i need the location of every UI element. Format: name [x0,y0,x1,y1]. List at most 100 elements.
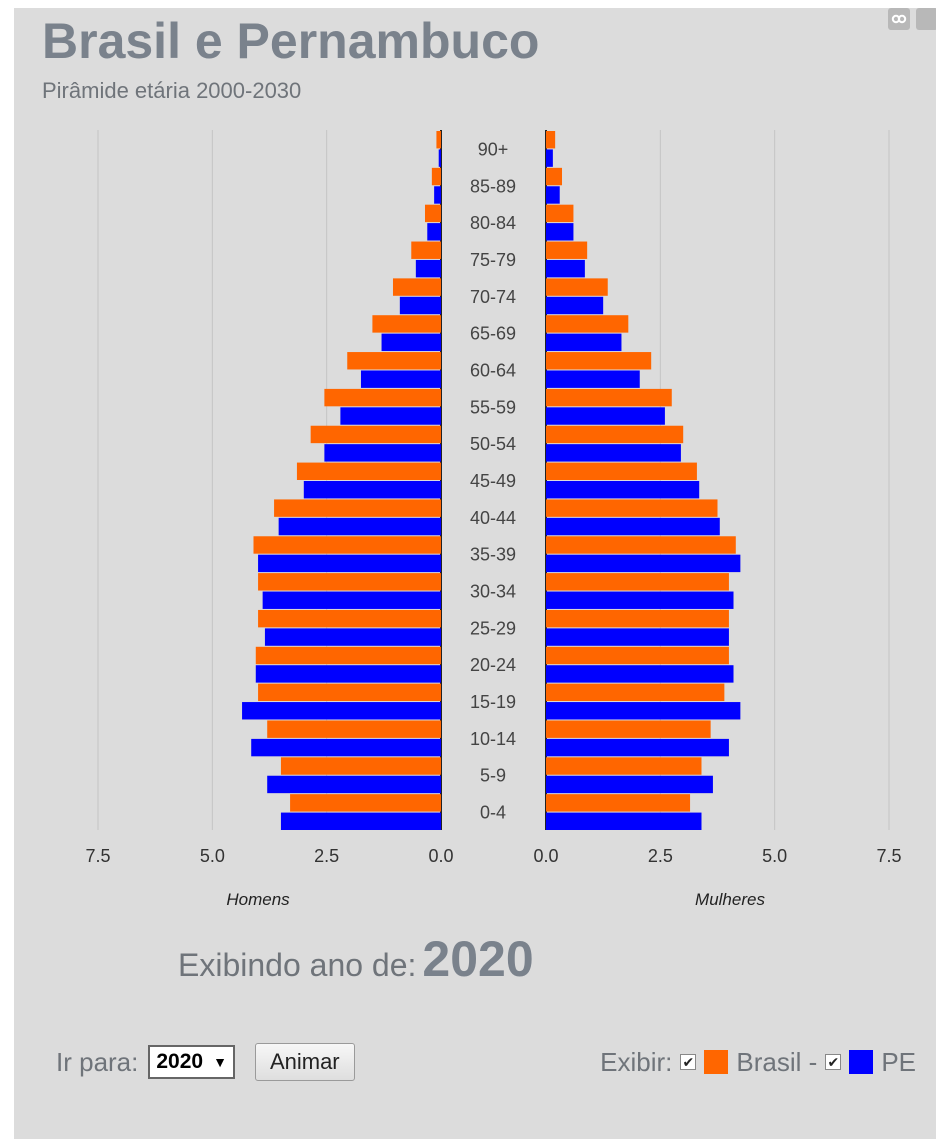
male-brasil-bar [310,425,441,444]
male-pe-bar [242,702,441,720]
female-brasil-bar [546,573,729,591]
population-pyramid-chart: 7.5 5.0 2.5 0.0 0.0 2.5 5.0 7.5 90+ 85-89 80-84 75-… [85,130,902,909]
female-pe-bar [546,407,665,425]
age-group-label: 20-24 [470,655,516,675]
age-group-label: 40-44 [470,508,516,528]
male-brasil-bar [324,388,441,407]
page-title: Brasil e Pernambuco [42,13,540,69]
male-brasil-bar [255,646,441,665]
female-pe-bar [546,775,713,794]
animate-button[interactable]: Animar [254,1043,355,1081]
female-brasil-bar [546,167,563,186]
female-brasil-bar [546,683,725,702]
pe-swatch [849,1050,874,1074]
male-pe-bar [427,223,441,241]
male-brasil-bar [258,609,441,628]
male-brasil-bar [347,352,441,370]
age-group-label: 85-89 [470,176,516,196]
female-brasil-bar [546,757,702,775]
female-brasil-bar [546,462,697,480]
female-pe-bar [546,223,574,241]
female-pe-bar [546,702,741,720]
age-group-label: 90+ [478,139,509,159]
male-brasil-bar [296,462,441,480]
female-pe-bar [546,738,729,757]
age-group-label: 5-9 [480,766,506,786]
left-tick-label: 5.0 [200,846,225,866]
male-pe-bar [267,775,441,794]
male-brasil-bar [431,167,441,186]
right-tick-label: 5.0 [762,846,787,866]
male-pe-bar [255,665,441,683]
male-pe-bar [280,812,441,830]
age-group-label: 10-14 [470,729,516,749]
age-group-label: 80-84 [470,213,516,233]
left-tick-label: 2.5 [314,846,339,866]
age-group-label: 30-34 [470,582,516,602]
age-group-label: 70-74 [470,287,516,307]
page-subtitle: Pirâmide etária 2000-2030 [42,78,302,103]
age-group-label: 60-64 [470,360,516,380]
female-pe-bar [546,149,553,167]
year-display: Exibindo ano de: 2020 [178,930,534,988]
brasil-legend-label: Brasil - [736,1046,818,1077]
female-pe-bar [546,812,702,830]
share-icon[interactable] [916,8,936,30]
male-pe-bar [360,370,441,388]
female-pe-bar [546,517,720,536]
male-brasil-bar [411,241,441,259]
brasil-checkbox[interactable]: ✔ [680,1054,697,1070]
female-brasil-bar [546,536,736,554]
year-select[interactable]: 2020 ▼ [148,1045,235,1079]
female-pe-bar [546,591,734,609]
male-axis-label: Homens [226,890,290,909]
female-pe-bar [546,370,640,388]
male-pe-bar [438,149,441,167]
male-pe-bar [324,444,441,462]
male-brasil-bar [253,536,441,554]
show-label: Exibir: [600,1046,673,1077]
male-pe-bar [303,481,441,499]
male-brasil-bar [392,278,441,296]
age-group-label: 65-69 [470,324,516,344]
female-pe-bar [546,259,585,278]
female-pe-bar [546,481,700,499]
left-tick-label: 7.5 [85,846,110,866]
right-tick-label: 2.5 [648,846,673,866]
age-group-label: 15-19 [470,692,516,712]
female-brasil-bar [546,278,608,296]
female-pe-bar [546,554,741,573]
age-group-label: 50-54 [470,434,516,454]
male-brasil-bar [372,315,441,333]
link-icon[interactable] [888,8,910,30]
age-group-label: 35-39 [470,545,516,565]
male-brasil-bar [267,720,441,738]
legend-controls: Exibir: ✔ Brasil - ✔ PE [600,1047,916,1078]
female-pe-bar [546,628,729,646]
male-pe-bar [381,333,441,352]
male-pe-bar [258,554,441,573]
female-pe-bar [546,333,622,352]
female-brasil-bar [546,388,672,407]
female-pe-bar [546,296,604,315]
male-pe-bar [399,296,441,315]
male-pe-bar [434,186,441,204]
left-tick-label: 0.0 [428,846,453,866]
age-group-label: 0-4 [480,803,506,823]
female-brasil-bar [546,609,729,628]
year-display-label: Exibindo ano de: [178,947,417,983]
pe-checkbox[interactable]: ✔ [825,1054,842,1070]
age-group-label: 75-79 [470,250,516,270]
male-pe-bar [278,517,441,536]
share-icons [888,8,936,30]
male-pe-bar [415,259,441,278]
male-brasil-bar [280,757,441,775]
goto-label: Ir para: [56,1046,139,1077]
right-tick-label: 0.0 [533,846,558,866]
female-brasil-bar [546,131,556,149]
male-brasil-bar [290,794,441,812]
male-pe-bar [340,407,441,425]
year-select-value: 2020 [156,1050,204,1073]
female-brasil-bar [546,646,729,665]
female-pe-bar [546,186,560,204]
